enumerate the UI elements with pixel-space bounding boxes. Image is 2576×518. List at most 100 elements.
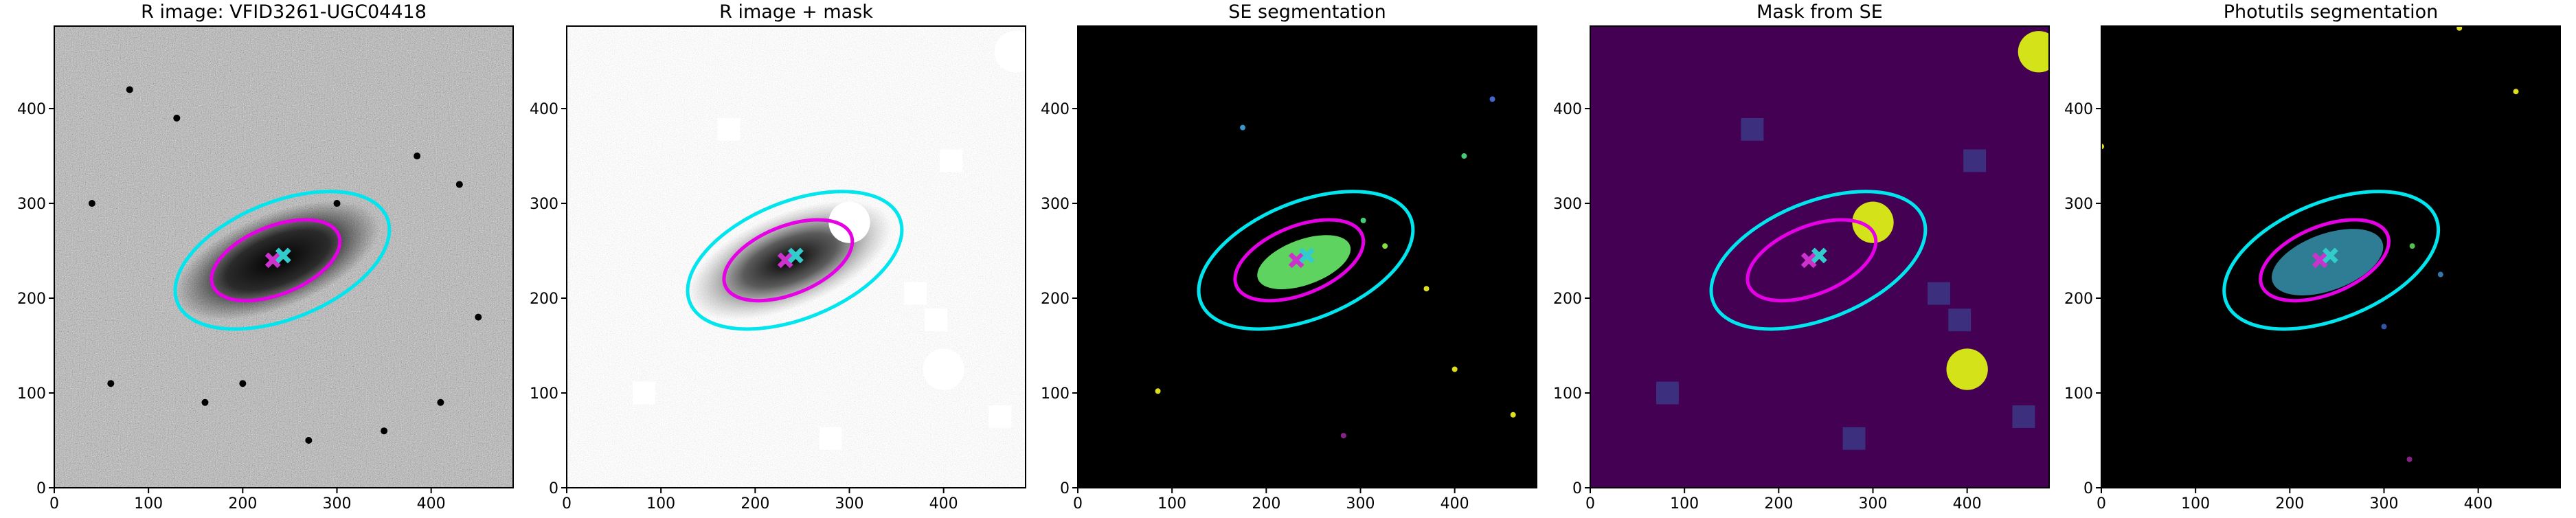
star xyxy=(173,114,181,122)
panel: SE segmentation 0 100 200 300 400 0 100 200 300 40… xyxy=(1041,1,1537,513)
center-marker xyxy=(1298,247,1315,264)
y-tick-label: 0 xyxy=(36,480,46,497)
y-tick-label: 400 xyxy=(530,101,558,118)
center-marker xyxy=(1811,247,1827,264)
segment-dot xyxy=(1451,366,1458,372)
center-marker xyxy=(264,252,281,269)
segment-dot xyxy=(2381,324,2387,330)
star xyxy=(455,181,463,188)
image xyxy=(567,26,1026,488)
center-marker xyxy=(787,247,804,264)
y-tick-label: 400 xyxy=(2064,101,2093,118)
mask-circle xyxy=(994,31,1026,73)
aperture-ellipse xyxy=(210,218,342,303)
mask-square xyxy=(904,282,927,305)
star xyxy=(88,200,95,207)
mask-square xyxy=(1741,117,1764,141)
axes-frame xyxy=(1590,25,2050,488)
segment-dot xyxy=(1510,412,1516,418)
segment-dot xyxy=(2456,26,2463,31)
y-tick-label: 400 xyxy=(17,101,46,118)
mask-square xyxy=(819,427,842,450)
panel-title: Mask from SE xyxy=(1756,1,1883,23)
mask-square xyxy=(1656,381,1679,405)
aperture-ellipse xyxy=(722,218,855,303)
y-tick-label: 200 xyxy=(530,291,558,308)
y-tick-label: 0 xyxy=(1572,480,1582,497)
y-tick-label: 0 xyxy=(2083,480,2093,497)
y-tick-label: 200 xyxy=(1041,291,1070,308)
y-tick-label: 0 xyxy=(549,480,558,497)
y-tick-label: 0 xyxy=(1060,480,1070,497)
star xyxy=(414,153,421,160)
segment-dot xyxy=(1382,243,1388,249)
segment-dot xyxy=(1489,96,1495,102)
y-tick-label: 300 xyxy=(1041,196,1070,213)
segment-dot xyxy=(2406,456,2413,462)
x-tick-label: 0 xyxy=(49,495,59,513)
mask-circle xyxy=(828,201,870,243)
mask-square xyxy=(2012,405,2035,428)
x-tick-label: 0 xyxy=(1073,495,1083,513)
segment-dot xyxy=(1155,388,1161,394)
center-marker xyxy=(2312,252,2328,269)
x-tick-label: 0 xyxy=(562,495,572,513)
x-tick-label: 300 xyxy=(835,495,863,513)
center-marker xyxy=(1288,252,1304,269)
segment-dot xyxy=(2409,243,2415,249)
star xyxy=(333,200,341,207)
x-tick-label: 200 xyxy=(228,495,257,513)
panel: R image: VFID3261-UGC04418 0 100 200 300 400 0… xyxy=(17,1,514,513)
x-tick-label: 300 xyxy=(2369,495,2398,513)
aperture-ellipse xyxy=(173,190,392,331)
y-tick-label: 400 xyxy=(1041,101,1070,118)
segment-blob xyxy=(2272,229,2384,295)
star xyxy=(107,380,115,387)
mask-square xyxy=(925,308,948,332)
x-tick-label: 400 xyxy=(1440,495,1469,513)
x-tick-label: 400 xyxy=(2464,495,2493,513)
y-tick-label: 100 xyxy=(1041,385,1070,403)
x-tick-label: 400 xyxy=(1953,495,1982,513)
x-tick-label: 100 xyxy=(646,495,675,513)
x-tick-label: 100 xyxy=(134,495,163,513)
star xyxy=(305,437,313,444)
axes-frame xyxy=(1077,25,1537,488)
x-tick-label: 200 xyxy=(1764,495,1793,513)
segment-blob xyxy=(1257,235,1351,289)
y-tick-label: 100 xyxy=(2064,385,2093,403)
y-tick-label: 300 xyxy=(1553,196,1582,213)
x-tick-label: 400 xyxy=(417,495,446,513)
panel-title: R image + mask xyxy=(719,1,873,23)
segment-dot xyxy=(1423,286,1430,292)
mask-square xyxy=(717,117,741,141)
star xyxy=(475,313,482,321)
mask-circle xyxy=(1946,348,1988,390)
mask-square xyxy=(1928,282,1950,305)
x-tick-label: 300 xyxy=(1346,495,1375,513)
mask-square xyxy=(988,405,1012,428)
y-tick-label: 200 xyxy=(17,291,46,308)
star xyxy=(437,398,444,406)
x-tick-label: 200 xyxy=(741,495,769,513)
aperture-ellipse xyxy=(686,190,904,331)
aperture-ellipse xyxy=(2222,190,2441,331)
panel-title: SE segmentation xyxy=(1228,1,1386,23)
aperture-ellipse xyxy=(1709,190,1928,331)
y-tick-label: 300 xyxy=(2064,196,2093,213)
y-tick-label: 200 xyxy=(1553,291,1582,308)
y-tick-label: 100 xyxy=(17,385,46,403)
y-tick-label: 300 xyxy=(530,196,558,213)
axes-frame xyxy=(54,25,514,488)
x-tick-label: 300 xyxy=(322,495,351,513)
x-tick-label: 400 xyxy=(929,495,958,513)
center-marker xyxy=(777,252,793,269)
image xyxy=(54,26,513,488)
mask-circle xyxy=(2018,31,2049,73)
x-tick-label: 100 xyxy=(1670,495,1699,513)
mask-square xyxy=(1963,149,1987,172)
star xyxy=(239,380,247,387)
aperture-ellipse xyxy=(2259,218,2391,303)
segment-dot xyxy=(1240,124,1246,131)
